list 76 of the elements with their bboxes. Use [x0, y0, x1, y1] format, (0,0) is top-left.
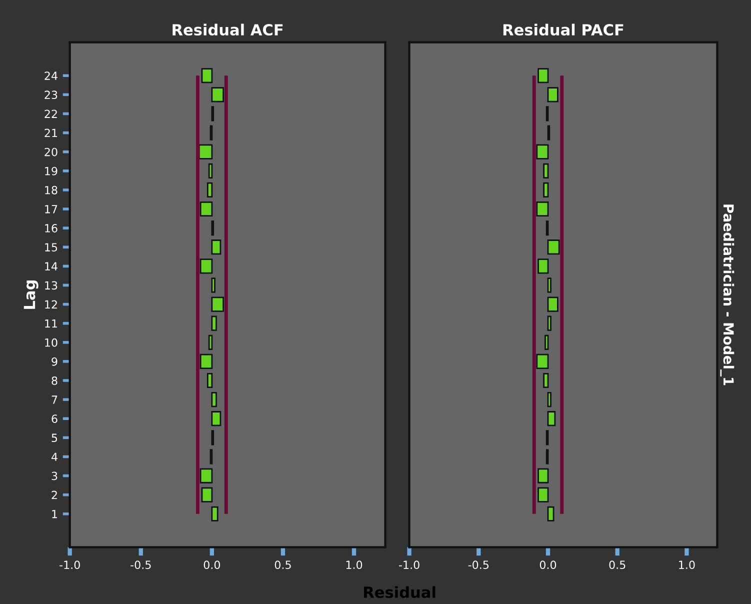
y-tick-label: 18 [45, 186, 58, 194]
bar [547, 392, 552, 408]
y-tick-label: 13 [45, 281, 58, 290]
bar [538, 487, 549, 502]
bar [201, 487, 213, 502]
y-tick-label: 15 [45, 243, 58, 252]
x-tick-label: -1.0 [399, 560, 420, 570]
bar [547, 296, 558, 312]
y-tick-label: 3 [52, 472, 58, 480]
text: Paediatrician - Model_1 [720, 204, 734, 386]
bar [547, 278, 552, 293]
y-tick-label: 9 [52, 357, 58, 366]
x-tick-label: -0.5 [468, 560, 489, 570]
bar [538, 68, 549, 84]
bar [208, 334, 213, 350]
x-tick-label: -1.0 [60, 560, 80, 570]
bar [200, 354, 213, 369]
x-tick-label: 0.5 [274, 560, 291, 570]
bar [211, 316, 217, 331]
bar [211, 411, 222, 426]
y-tick-label: 20 [44, 148, 58, 156]
y-tick-label: 4 [52, 452, 58, 461]
bar [208, 163, 213, 178]
bar [206, 372, 213, 388]
bar [547, 506, 554, 522]
y-tick-label: 11 [45, 319, 58, 328]
bar [206, 182, 213, 198]
y-tick-label: 14 [45, 262, 58, 270]
bar [201, 68, 213, 84]
x-tick-label: 0.5 [609, 560, 626, 570]
y-axis-title: Lag [24, 280, 38, 309]
y-tick-label: 12 [45, 300, 57, 308]
y-tick-label: 10 [45, 338, 58, 347]
bar [211, 296, 224, 312]
bar [536, 144, 549, 160]
y-tick-label: 6 [52, 414, 58, 423]
bar [547, 240, 560, 255]
bar [200, 468, 213, 484]
y-tick-label: 16 [45, 224, 58, 232]
y-tick-label: 24 [44, 72, 58, 80]
bar [543, 182, 549, 198]
chart-title: Residual PACF [503, 24, 624, 36]
y-tick-label: 5 [52, 434, 58, 442]
bar [198, 144, 213, 160]
bar [536, 201, 549, 217]
y-tick-label: 7 [52, 396, 58, 404]
x-tick-label: -0.5 [130, 560, 151, 570]
bar [200, 258, 213, 274]
y-tick-label: 2 [52, 490, 57, 500]
bar [211, 392, 217, 408]
bar [538, 258, 549, 274]
bar [544, 334, 549, 350]
x-tick-label: 0.0 [540, 560, 556, 570]
bar [211, 506, 218, 522]
bar [547, 87, 558, 102]
bar [538, 468, 549, 484]
bar [211, 240, 222, 255]
bar [211, 278, 216, 293]
bar [547, 316, 552, 331]
y-tick-label: 21 [44, 128, 58, 138]
y-tick-label: 1 [52, 510, 58, 518]
y-tick-label: 17 [45, 205, 58, 214]
bar [547, 411, 556, 426]
y-tick-label: 19 [45, 166, 58, 176]
y-tick-label: 23 [44, 90, 58, 100]
x-tick-label: 1.0 [679, 560, 695, 570]
bar [200, 201, 213, 217]
chart-title: Residual ACF [172, 24, 283, 36]
y-tick-label: 22 [44, 110, 57, 118]
bar [536, 354, 549, 369]
y-tick-label: 8 [52, 376, 58, 385]
x-tick-label: 0.0 [204, 560, 220, 570]
bar [211, 87, 224, 102]
bar [543, 372, 549, 388]
bar [543, 163, 549, 178]
x-tick-label: 1.0 [346, 560, 362, 570]
